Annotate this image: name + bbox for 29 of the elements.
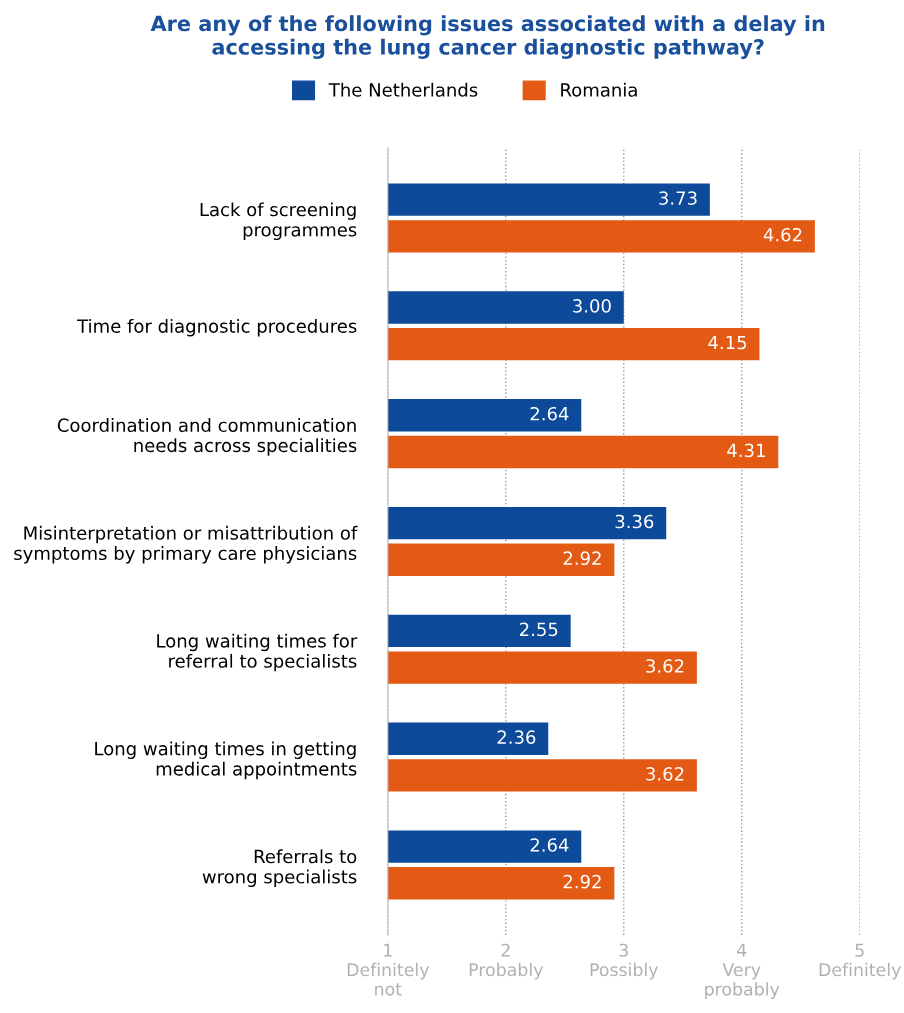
y-tick-label: Misinterpretation or misattribution of symptoms by primary care physicians [14,525,358,564]
data-label: 4.62 [763,227,802,242]
data-label: 3.36 [615,514,654,529]
y-tick-label: Time for diagnostic procedures [77,318,357,337]
data-label: 2.64 [530,838,569,852]
x-tick-label: 5 Definitely [819,943,901,980]
data-label: 2.92 [563,874,601,889]
x-tick-label: 2 Probably [469,943,543,980]
chart-title: Are any of the following issues associated with a delay in accessing the lung cancer diagnostic pathway? [150,15,825,60]
y-tick-label: Long waiting times in getting medical appointments [95,741,357,780]
data-label: 3.73 [659,191,697,205]
legend-label: The Netherlands [328,82,478,97]
data-label: 2.36 [497,730,536,744]
y-tick-label: Coordination and communication needs across specialities [57,418,357,456]
x-tick-label: 3 Possibly [590,943,658,980]
y-tick-label: Long waiting times for referral to specialists [157,633,358,672]
legend-label: Romania [561,82,637,97]
data-label: 2.64 [530,406,569,421]
data-label: 3.62 [646,659,684,673]
data-label: 4.31 [727,443,765,458]
data-label: 3.62 [646,767,684,781]
y-tick-label: Referrals to wrong specialists [202,849,357,888]
data-label: 2.55 [520,622,558,637]
data-label: 4.15 [708,335,747,350]
data-label: 2.92 [563,551,601,566]
y-tick-label: Lack of screening programmes [200,202,357,241]
data-label: 3.00 [573,299,611,313]
x-tick-label: 4 Very probably [705,943,780,1000]
x-tick-label: 1 Definitely not [347,943,429,996]
